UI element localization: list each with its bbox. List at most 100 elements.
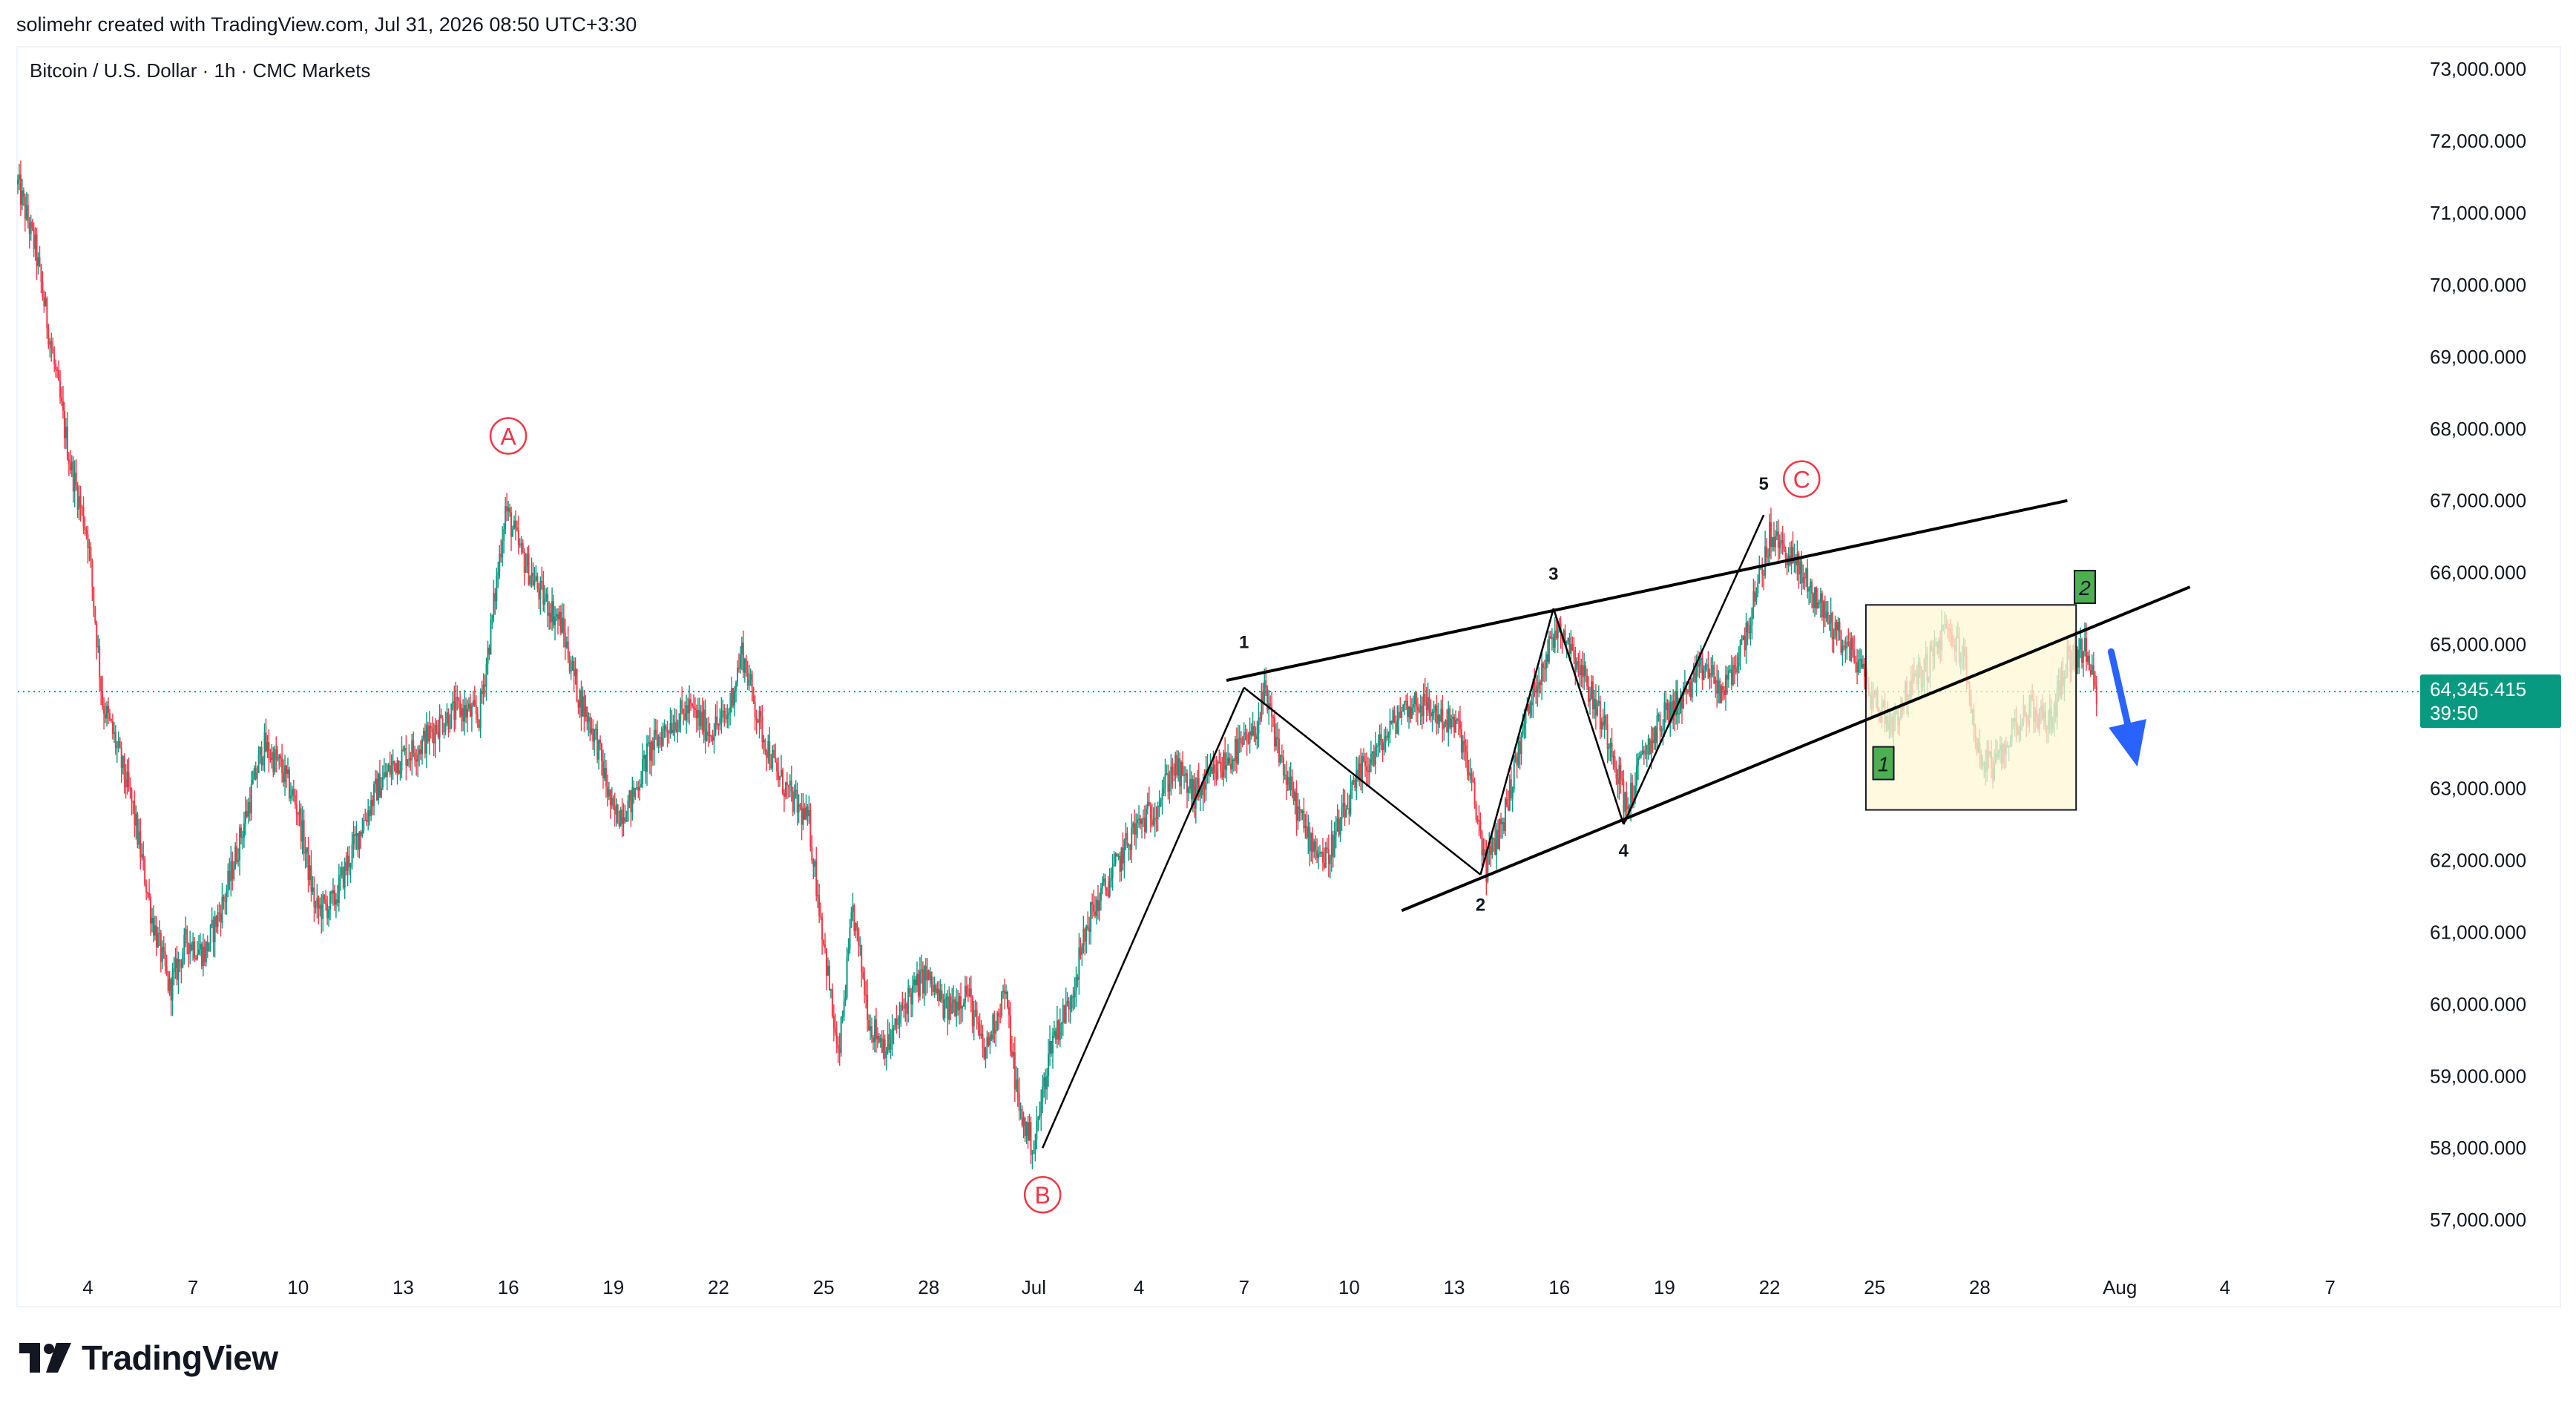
trend-line[interactable] <box>1401 585 2191 913</box>
candle-body <box>792 791 794 812</box>
wave-line[interactable] <box>1552 608 1625 825</box>
candle-body <box>1203 781 1206 790</box>
arrow-head <box>2109 719 2146 767</box>
candle-body <box>982 1034 984 1048</box>
candle-body <box>1594 698 1597 716</box>
candle-body <box>684 713 686 720</box>
candle-body <box>1623 781 1625 812</box>
candle-body <box>927 970 930 980</box>
candle-body <box>1404 700 1406 706</box>
candle-body <box>1348 808 1350 815</box>
candle-body <box>1045 1077 1047 1090</box>
candle-body <box>370 800 372 816</box>
candle-body <box>1602 721 1604 726</box>
candle-body <box>378 773 381 798</box>
wave-line[interactable] <box>1623 514 1765 825</box>
candle-body <box>1605 715 1607 725</box>
candle-body <box>1501 822 1503 825</box>
candle-body <box>162 947 165 952</box>
candle-body <box>24 197 26 220</box>
candle-body <box>1347 808 1349 809</box>
candle-body <box>1327 849 1330 864</box>
candle-body <box>227 870 229 891</box>
candle-body <box>46 298 48 329</box>
candle-body <box>849 927 851 950</box>
candle-body <box>1276 737 1278 739</box>
candle-body <box>909 988 911 993</box>
candle-body <box>837 1044 839 1048</box>
range-box[interactable] <box>1864 604 2077 811</box>
candle-body <box>99 645 101 678</box>
candle-body <box>1360 763 1362 782</box>
candle-body <box>1511 789 1514 798</box>
candle-body <box>662 729 664 746</box>
symbol-title[interactable]: Bitcoin / U.S. Dollar · 1h · CMC Markets <box>30 59 371 82</box>
candle-body <box>870 1025 872 1031</box>
candle-body <box>284 765 286 783</box>
candle-body <box>1542 663 1545 668</box>
candle-body <box>192 941 194 950</box>
candle-body <box>450 703 453 729</box>
candle-body <box>795 789 797 792</box>
candle-body <box>1151 818 1153 826</box>
candle-body <box>496 576 498 602</box>
candle-body <box>102 691 104 707</box>
candle-body <box>389 765 391 775</box>
candle-body <box>631 787 634 812</box>
candle-body <box>583 696 585 717</box>
candle-body <box>173 968 175 973</box>
candle-body <box>770 764 772 769</box>
candle-body <box>1424 693 1426 703</box>
candle-body <box>990 1034 993 1040</box>
candle-body <box>246 811 248 817</box>
candle-body <box>962 1002 965 1007</box>
candle-body <box>1672 700 1675 720</box>
candle-body <box>1247 742 1249 744</box>
candle-body <box>656 735 658 746</box>
candle-body <box>1570 643 1572 654</box>
candle-body <box>773 749 775 758</box>
candle-body <box>1840 631 1842 653</box>
candle-body <box>177 959 180 980</box>
candle-body <box>1846 641 1848 648</box>
candle-body <box>407 760 409 766</box>
candle-body <box>441 717 444 732</box>
candle-body <box>414 752 416 760</box>
candle-body <box>303 820 305 854</box>
candle-body <box>1513 755 1515 789</box>
candle-body <box>1186 773 1188 793</box>
candle-body <box>1244 732 1246 735</box>
candle-body <box>903 1006 905 1009</box>
down-arrow-icon[interactable] <box>2107 648 2146 767</box>
tradingview-logo[interactable]: TradingView <box>19 1336 278 1380</box>
candle-body <box>898 1016 901 1024</box>
candle-body <box>507 507 510 512</box>
candle-body <box>1332 834 1334 858</box>
candle-body <box>1541 663 1543 686</box>
candle-body <box>1240 738 1242 743</box>
candle-body <box>1015 1080 1017 1090</box>
candle-body <box>206 941 208 952</box>
candle-body <box>241 837 243 838</box>
candle-body <box>288 769 290 799</box>
candle-body <box>1197 778 1200 798</box>
candle-body <box>1774 536 1776 548</box>
candle-body <box>532 573 534 585</box>
candle-body <box>510 512 513 537</box>
candle-body <box>76 485 79 510</box>
wave-line[interactable] <box>1479 608 1555 876</box>
candle-body <box>783 793 785 797</box>
candle-body <box>1226 764 1228 770</box>
wave-line[interactable] <box>1042 687 1245 1149</box>
candle-body <box>1304 826 1307 829</box>
candle-body <box>1481 831 1483 855</box>
candle-body <box>321 904 323 919</box>
trend-line[interactable] <box>1226 499 2068 683</box>
candle-body <box>1315 841 1317 851</box>
candle-body <box>1818 602 1820 604</box>
candle-body <box>690 699 692 703</box>
candle-body <box>1741 639 1743 641</box>
candle-body <box>1169 784 1171 792</box>
wave-line[interactable] <box>1243 686 1482 876</box>
